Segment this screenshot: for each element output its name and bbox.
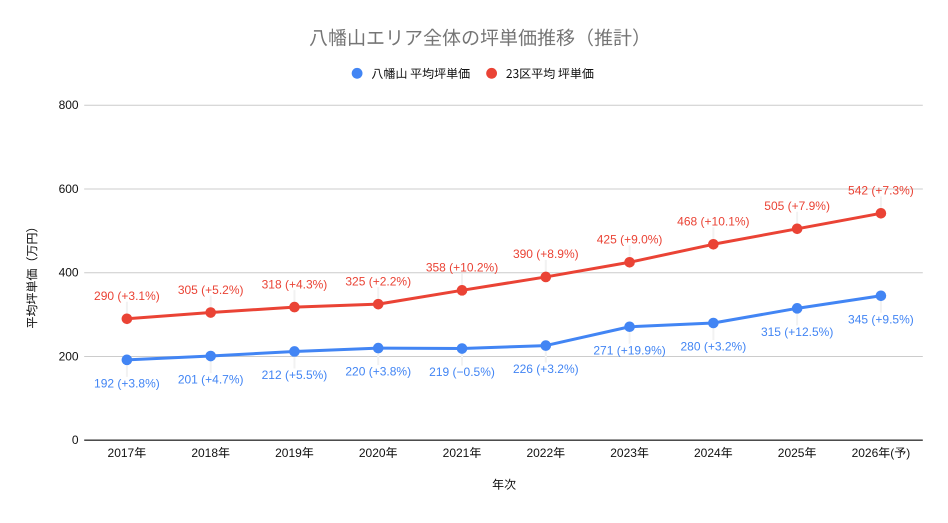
svg-text:315 (+12.5%): 315 (+12.5%) bbox=[761, 325, 833, 339]
svg-text:425 (+9.0%): 425 (+9.0%) bbox=[597, 233, 663, 247]
svg-text:800: 800 bbox=[59, 98, 79, 112]
svg-text:280 (+3.2%): 280 (+3.2%) bbox=[681, 340, 747, 354]
svg-text:2026: 2026 bbox=[852, 446, 879, 460]
svg-text:2017: 2017 bbox=[108, 446, 135, 460]
svg-text:2022: 2022 bbox=[526, 446, 553, 460]
svg-text:): ) bbox=[906, 446, 910, 460]
svg-text:542 (+7.3%): 542 (+7.3%) bbox=[848, 184, 914, 198]
svg-text:2024: 2024 bbox=[694, 446, 721, 460]
svg-text:(: ( bbox=[890, 446, 894, 460]
svg-text:318 (+4.3%): 318 (+4.3%) bbox=[262, 277, 328, 291]
svg-text:400: 400 bbox=[59, 266, 79, 280]
svg-text:212 (+5.5%): 212 (+5.5%) bbox=[262, 368, 328, 382]
svg-text:2018: 2018 bbox=[191, 446, 218, 460]
svg-text:2019: 2019 bbox=[275, 446, 302, 460]
svg-text:358 (+10.2%): 358 (+10.2%) bbox=[426, 261, 498, 275]
svg-text:390 (+8.9%): 390 (+8.9%) bbox=[513, 247, 579, 261]
svg-text:305 (+5.2%): 305 (+5.2%) bbox=[178, 283, 244, 297]
svg-text:200: 200 bbox=[59, 349, 79, 363]
svg-text:219 (−0.5%): 219 (−0.5%) bbox=[429, 365, 495, 379]
svg-text:325 (+2.2%): 325 (+2.2%) bbox=[345, 274, 411, 288]
svg-text:345 (+9.5%): 345 (+9.5%) bbox=[848, 312, 914, 326]
svg-text:600: 600 bbox=[59, 182, 79, 196]
svg-text:271 (+19.9%): 271 (+19.9%) bbox=[593, 343, 665, 357]
svg-text:201 (+4.7%): 201 (+4.7%) bbox=[178, 373, 244, 387]
svg-text:0: 0 bbox=[72, 433, 79, 447]
svg-text:2020: 2020 bbox=[359, 446, 386, 460]
svg-text:2025: 2025 bbox=[778, 446, 805, 460]
svg-text:290 (+3.1%): 290 (+3.1%) bbox=[94, 289, 160, 303]
svg-text:505 (+7.9%): 505 (+7.9%) bbox=[764, 199, 830, 213]
svg-text:192 (+3.8%): 192 (+3.8%) bbox=[94, 376, 160, 390]
svg-text:468 (+10.1%): 468 (+10.1%) bbox=[677, 215, 749, 229]
svg-text:226 (+3.2%): 226 (+3.2%) bbox=[513, 362, 579, 376]
svg-text:220 (+3.8%): 220 (+3.8%) bbox=[345, 365, 411, 379]
svg-text:2023: 2023 bbox=[610, 446, 637, 460]
svg-text:2021: 2021 bbox=[443, 446, 470, 460]
